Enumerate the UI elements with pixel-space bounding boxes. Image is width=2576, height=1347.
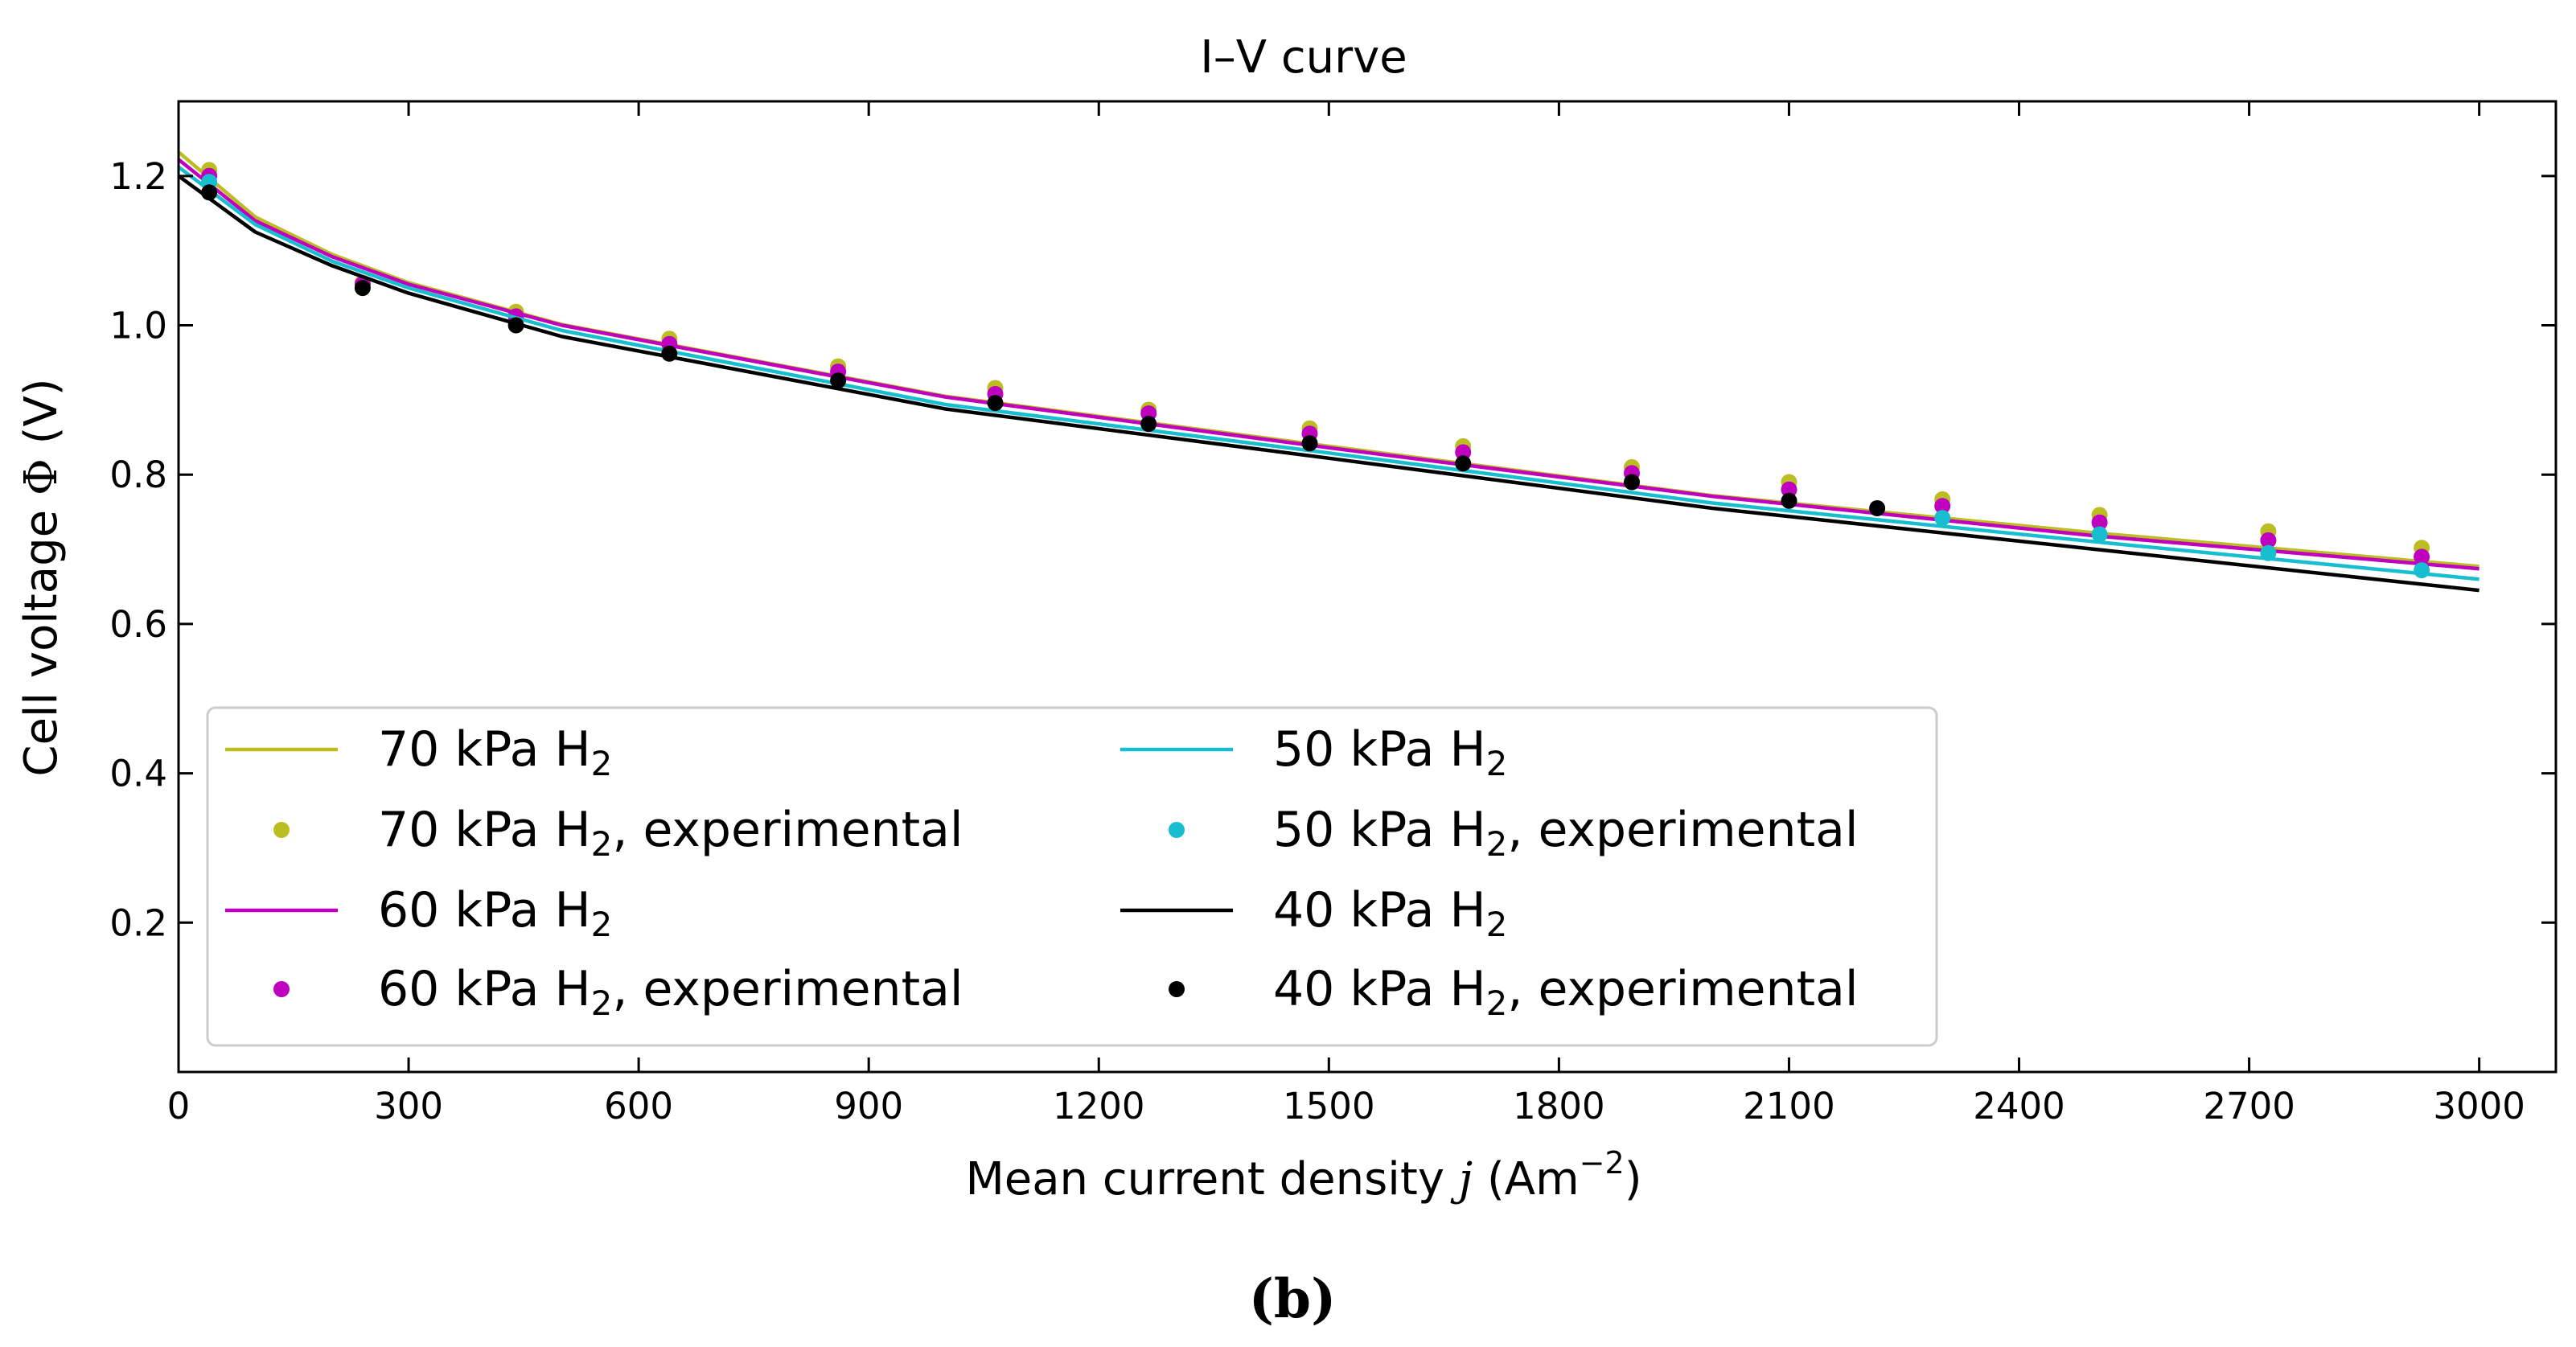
y-axis-label-prefix: Cell voltage	[15, 495, 68, 777]
x-axis-label-prefix: Mean current density	[965, 1153, 1458, 1205]
legend-label-text: 70 kPa H	[378, 721, 591, 778]
x-axis-label-unit: (Am	[1473, 1153, 1580, 1205]
x-tick-label: 300	[374, 1085, 443, 1127]
legend-label-suffix: , experimental	[612, 961, 963, 1017]
series-7-point	[830, 372, 847, 389]
legend-swatch-marker-1	[273, 822, 290, 838]
series-7-point	[987, 395, 1004, 412]
legend-label-0: 70 kPa H2	[378, 721, 612, 783]
y-tick-label: 0.2	[109, 901, 167, 944]
plot-area	[177, 100, 2558, 1074]
series-7-point	[661, 345, 678, 362]
x-tick-label: 2700	[2203, 1085, 2295, 1127]
x-axis-label: Mean current density j (Am−2)	[965, 1145, 1641, 1205]
x-tick-label: 1500	[1283, 1085, 1375, 1127]
legend-label-subscript: 2	[591, 905, 613, 944]
y-tick-label: 0.6	[109, 603, 167, 646]
legend-box	[206, 706, 1938, 1047]
series-line-6	[179, 174, 2479, 593]
series-5-point	[2091, 526, 2108, 543]
legend-label-6: 40 kPa H2	[1273, 882, 1507, 944]
x-tick-label: 900	[834, 1085, 903, 1127]
legend-label-3: 60 kPa H2, experimental	[378, 961, 963, 1023]
legend-label-subscript: 2	[1486, 984, 1508, 1023]
series-3-point	[2414, 548, 2430, 565]
legend-label-subscript: 2	[591, 984, 613, 1023]
legend-label-subscript: 2	[591, 744, 613, 783]
legend-label-suffix: , experimental	[612, 802, 963, 858]
series-5-point	[2414, 562, 2430, 579]
y-axis-label: Cell voltage Φ (V)	[15, 378, 68, 776]
legend-swatch-marker-3	[273, 981, 290, 997]
x-tick-label: 2100	[1743, 1085, 1835, 1127]
legend-label-text: 40 kPa H	[1273, 882, 1486, 938]
legend-label-4: 50 kPa H2	[1273, 721, 1507, 783]
series-3-point	[1781, 481, 1797, 498]
legend-label-1: 70 kPa H2, experimental	[378, 802, 963, 864]
legend-label-subscript: 2	[1486, 744, 1508, 783]
plot-series	[179, 150, 2479, 593]
legend-label-text: 70 kPa H	[378, 802, 591, 858]
y-tick-label: 1.0	[109, 305, 167, 347]
y-tick-label: 1.2	[109, 155, 167, 198]
series-7-point	[507, 317, 524, 334]
legend-label-2: 60 kPa H2	[378, 882, 612, 944]
legend-label-suffix: , experimental	[1507, 802, 1858, 858]
series-7-point	[1455, 455, 1472, 472]
legend-label-7: 40 kPa H2, experimental	[1273, 961, 1859, 1023]
legend-swatch-marker-7	[1169, 981, 1185, 997]
legend-label-text: 60 kPa H	[378, 961, 591, 1017]
series-7-point	[1301, 435, 1318, 452]
y-axis-label-suffix: (V)	[15, 378, 68, 458]
series-5-point	[1934, 510, 1951, 527]
series-5-point	[2260, 544, 2277, 561]
series-7-point	[1140, 416, 1157, 433]
x-tick-label: 600	[604, 1085, 673, 1127]
series-3-point	[2260, 532, 2277, 548]
legend-label-5: 50 kPa H2, experimental	[1273, 802, 1859, 864]
y-tick-label: 0.8	[109, 454, 167, 496]
series-3-point	[2091, 514, 2108, 531]
legend-label-text: 50 kPa H	[1273, 721, 1486, 778]
x-axis-label-unit-close: )	[1625, 1153, 1642, 1205]
figure-caption: (b)	[1249, 1267, 1337, 1330]
series-7-point	[201, 184, 218, 201]
series-line-2	[179, 158, 2479, 571]
series-3-point	[1455, 444, 1472, 461]
plot-frame	[177, 100, 2558, 1074]
axis-ticks: 0 300 600 900 1200 1500 1800 2100 2400 2700 3000 0.…	[109, 101, 2556, 1127]
x-tick-label: 1800	[1513, 1085, 1605, 1127]
series-7-point	[1869, 500, 1886, 516]
series-7-point	[1781, 492, 1797, 509]
legend-label-subscript: 2	[1486, 824, 1508, 864]
legend-swatch-marker-5	[1169, 822, 1185, 838]
legend-label-text: 40 kPa H	[1273, 961, 1486, 1017]
x-tick-label: 2400	[1973, 1085, 2065, 1127]
x-tick-label: 3000	[2433, 1085, 2525, 1127]
legend-label-subscript: 2	[591, 824, 613, 864]
y-tick-label: 0.4	[109, 753, 167, 795]
x-tick-label: 0	[167, 1085, 191, 1127]
series-7-point	[1624, 474, 1640, 491]
legend-label-text: 60 kPa H	[378, 882, 591, 938]
legend-label-subscript: 2	[1486, 905, 1508, 944]
x-tick-label: 1200	[1053, 1085, 1145, 1127]
series-line-4	[179, 165, 2479, 581]
x-axis-label-unit-sup: −2	[1580, 1145, 1625, 1181]
series-3-point	[1934, 498, 1951, 515]
y-axis-label-var: Φ	[15, 458, 68, 495]
chart-title: I–V curve	[1200, 31, 1407, 84]
legend-label-text: 50 kPa H	[1273, 802, 1486, 858]
legend-label-suffix: , experimental	[1507, 961, 1858, 1017]
series-7-point	[354, 280, 371, 297]
